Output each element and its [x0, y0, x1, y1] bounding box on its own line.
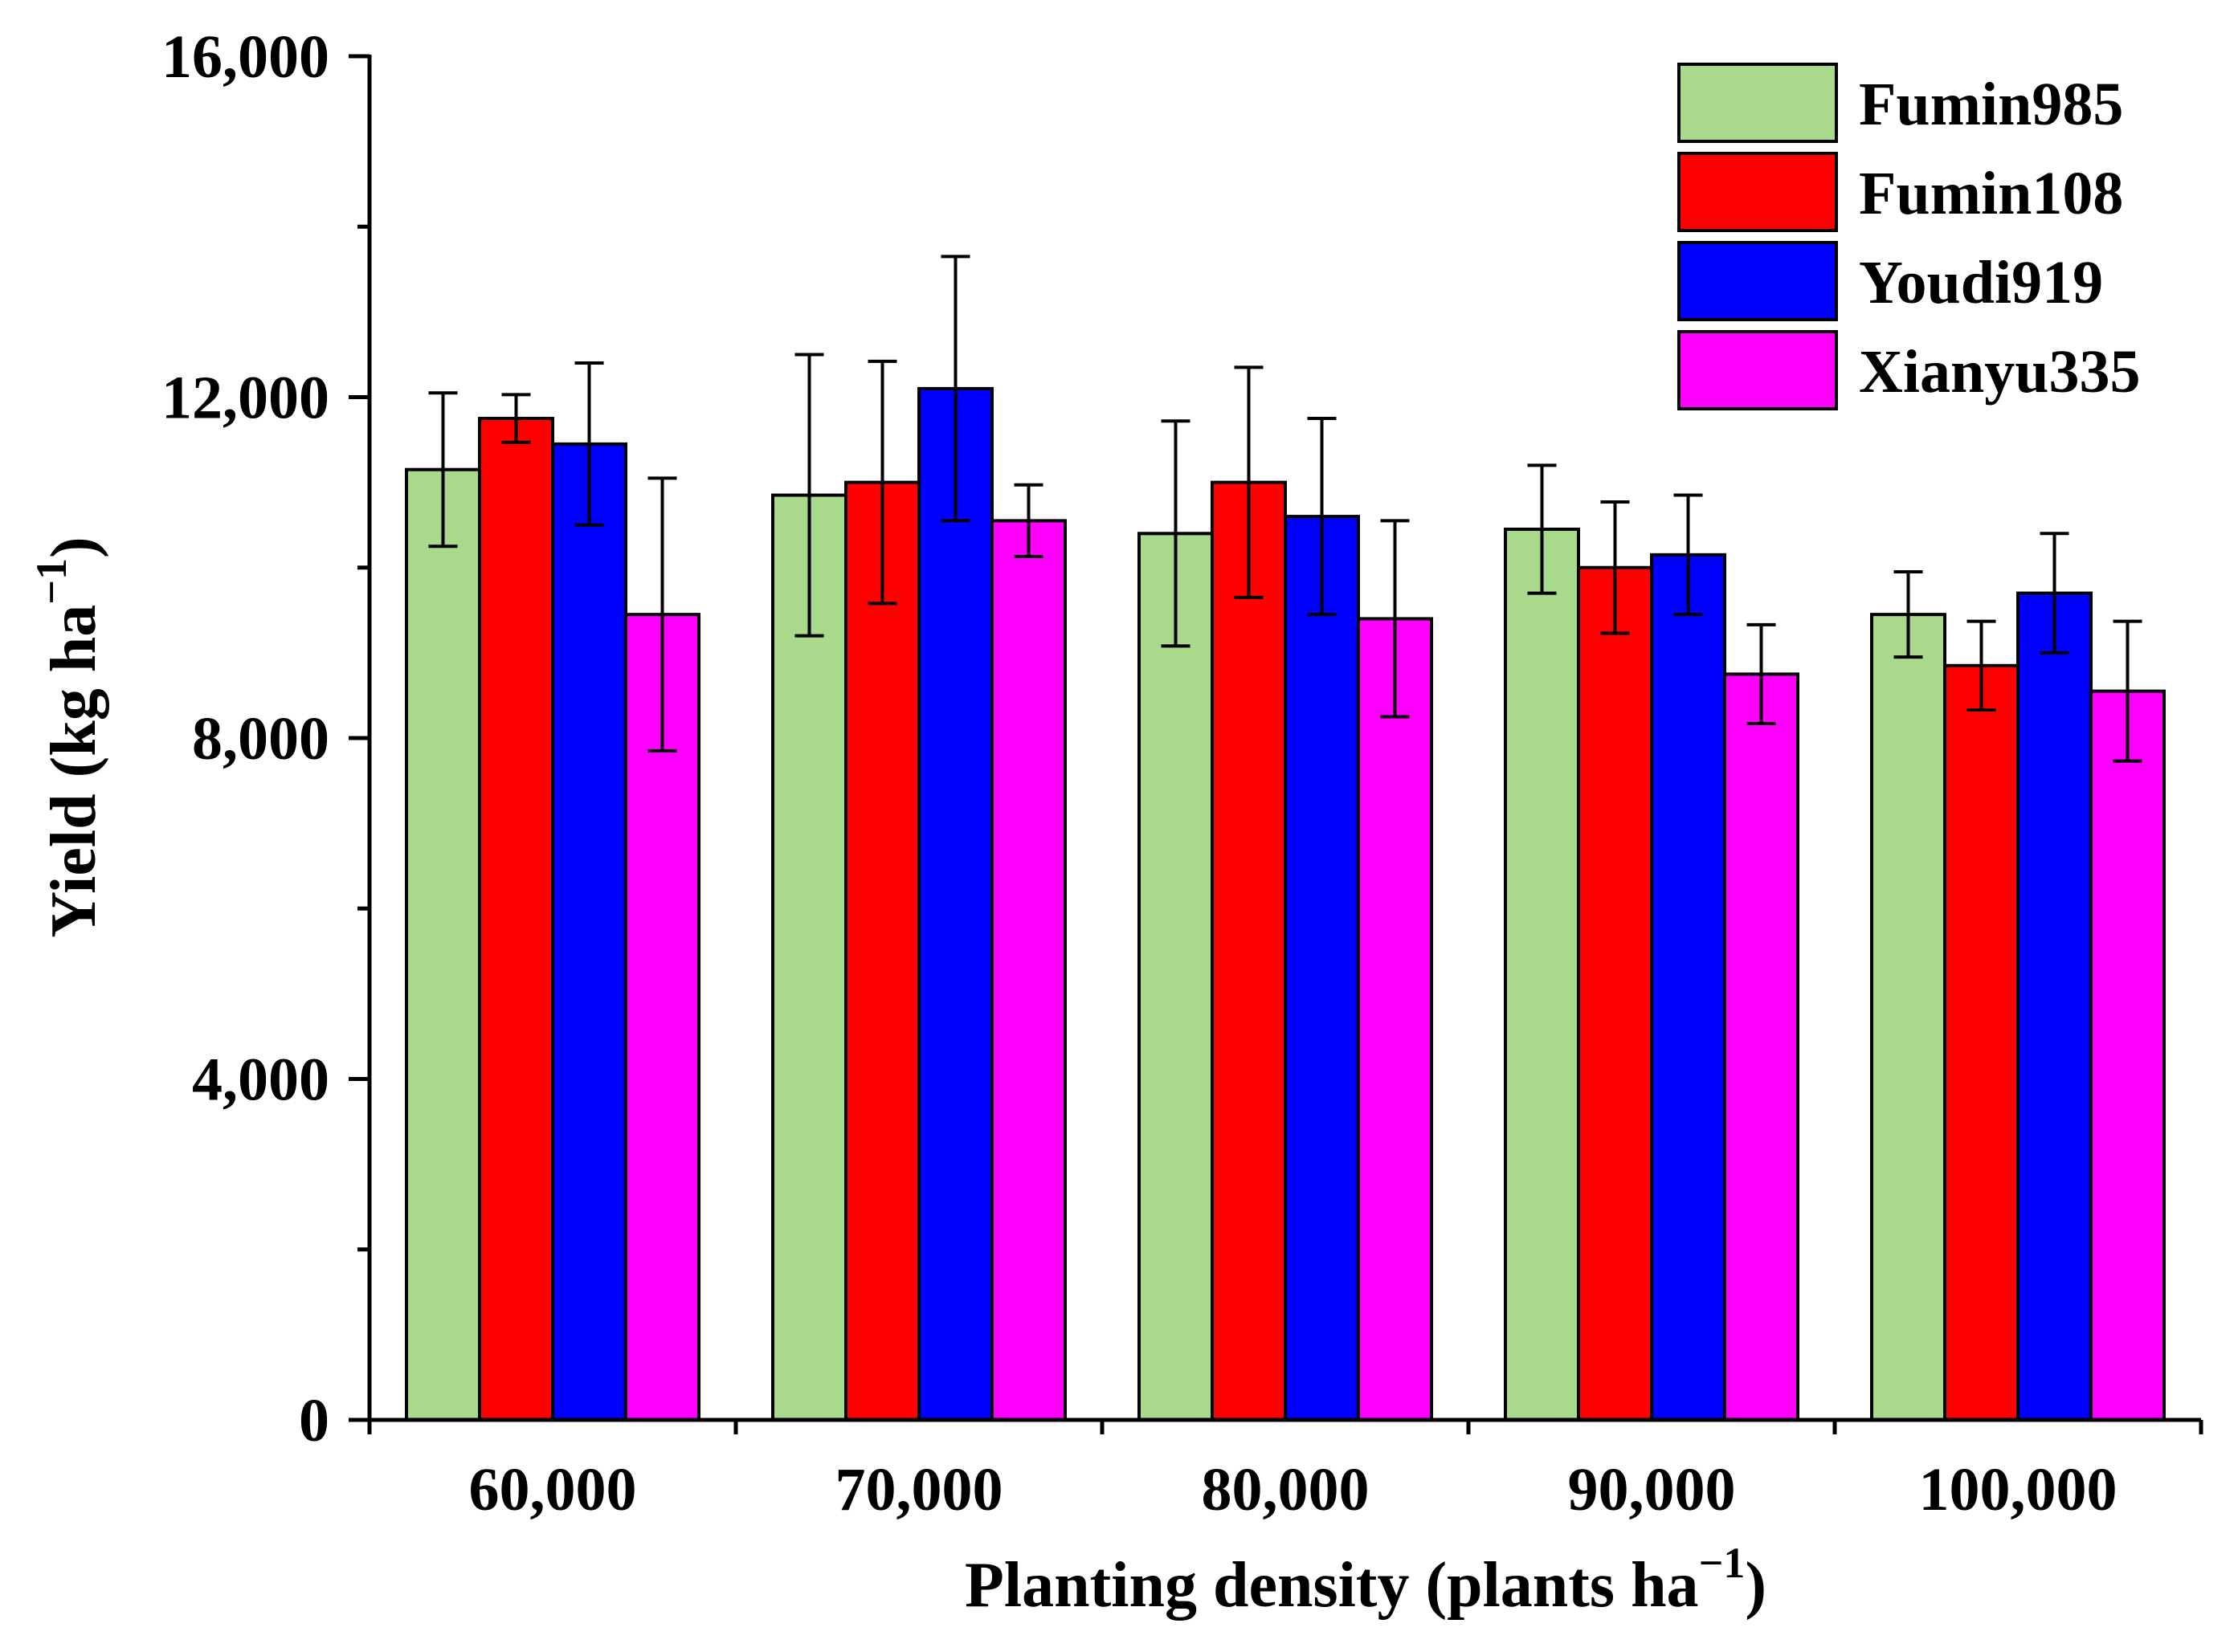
legend-label-fumin985: Fumin985 — [1859, 71, 2123, 138]
x-tick-label-1: 70,000 — [835, 1456, 1003, 1524]
legend-label-fumin108: Fumin108 — [1859, 160, 2123, 227]
bar-youdi919-2 — [1284, 515, 1360, 1422]
y-axis-title-close: ) — [39, 536, 109, 558]
x-axis-title-main: Planting density (plants ha — [965, 1550, 1699, 1621]
bar-fumin985-3 — [1504, 527, 1580, 1422]
bar-xianyu335-1 — [990, 519, 1067, 1422]
legend-label-youdi919: Youdi919 — [1859, 249, 2103, 316]
bar-youdi919-4 — [2016, 591, 2093, 1422]
bar-fumin985-2 — [1137, 532, 1214, 1422]
bar-fumin108-0 — [478, 417, 554, 1422]
legend-swatch-fumin108 — [1677, 152, 1838, 232]
y-tick-label-3: 12,000 — [161, 365, 329, 432]
x-tick-label-4: 100,000 — [1919, 1456, 2118, 1524]
y-axis-title-main: Yield (kg ha — [39, 605, 109, 938]
y-tick-label-2: 8,000 — [192, 705, 329, 773]
bar-youdi919-1 — [917, 386, 994, 1422]
y-tick-label-0: 0 — [299, 1387, 329, 1454]
x-tick-labels: 60,000 70,000 80,000 90,000 100,000 — [469, 1456, 2118, 1524]
y-tick-label-4: 16,000 — [161, 23, 329, 91]
bar-xianyu335-4 — [2089, 689, 2166, 1422]
bar-fumin985-0 — [405, 467, 481, 1422]
error-bars-layer — [428, 255, 2142, 763]
x-tick-label-0: 60,000 — [469, 1456, 637, 1524]
bar-youdi919-3 — [1650, 553, 1726, 1422]
y-axis-ticks: 0 4,000 8,000 12,000 16,000 — [161, 23, 370, 1454]
bar-xianyu335-3 — [1723, 672, 1799, 1422]
bar-youdi919-0 — [551, 442, 627, 1422]
x-axis-title-close: ) — [1745, 1550, 1766, 1621]
legend-swatch-fumin985 — [1677, 63, 1838, 143]
bar-fumin108-3 — [1577, 565, 1653, 1422]
legend: Fumin985 Fumin108 Youdi919 Xianyu335 — [1677, 63, 2141, 410]
axes-layer — [367, 55, 2203, 1434]
x-tick-label-2: 80,000 — [1202, 1456, 1370, 1524]
bar-fumin108-1 — [844, 480, 921, 1422]
bar-fumin108-4 — [1943, 663, 2020, 1422]
legend-swatch-xianyu335 — [1677, 330, 1838, 410]
y-tick-label-1: 4,000 — [192, 1046, 329, 1114]
legend-swatch-youdi919 — [1677, 241, 1838, 321]
bar-fumin108-2 — [1211, 480, 1287, 1422]
y-axis-title: Yield (kg ha−1) — [27, 536, 109, 937]
x-tick-label-3: 90,000 — [1568, 1456, 1736, 1524]
y-axis-title-sup: −1 — [27, 558, 76, 605]
x-axis-title-sup: −1 — [1699, 1539, 1746, 1587]
bar-fumin985-4 — [1870, 613, 1946, 1422]
legend-label-xianyu335: Xianyu335 — [1859, 338, 2141, 406]
x-axis-title: Planting density (plants ha−1) — [965, 1539, 1766, 1621]
bar-xianyu335-2 — [1357, 617, 1433, 1422]
bars-layer — [405, 386, 2166, 1422]
